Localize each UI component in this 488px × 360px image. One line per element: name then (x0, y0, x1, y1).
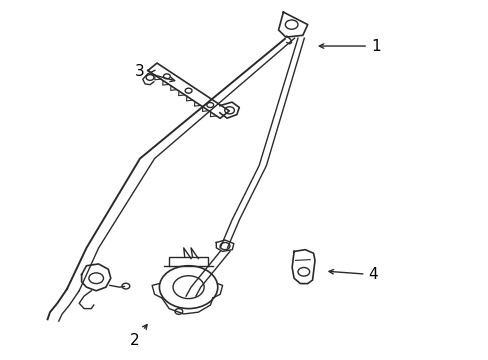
Text: 4: 4 (328, 267, 377, 282)
Text: 1: 1 (319, 39, 380, 54)
Text: 3: 3 (135, 64, 174, 82)
Text: 2: 2 (130, 325, 147, 348)
